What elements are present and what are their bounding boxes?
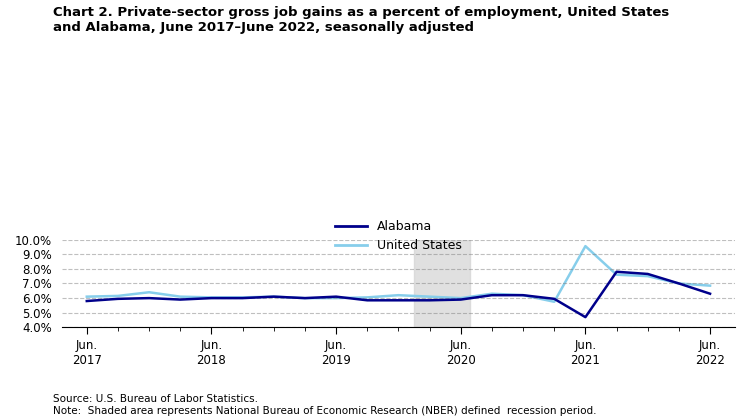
Alabama — [612, 269, 621, 274]
United States — [176, 294, 184, 299]
Alabama — [456, 297, 465, 302]
Bar — [414, 239, 470, 328]
Alabama — [301, 296, 310, 301]
Alabama — [82, 299, 92, 304]
Alabama — [145, 296, 154, 301]
Alabama — [238, 296, 247, 301]
Alabama — [176, 297, 184, 302]
United States — [644, 273, 652, 278]
United States — [363, 295, 372, 300]
Alabama — [706, 291, 715, 296]
United States — [82, 294, 92, 299]
Line: Alabama: Alabama — [87, 272, 710, 317]
Alabama — [581, 315, 590, 320]
Text: Chart 2. Private-sector gross job gains as a percent of employment, United State: Chart 2. Private-sector gross job gains … — [53, 6, 669, 34]
United States — [550, 299, 559, 304]
United States — [332, 296, 340, 301]
Alabama — [518, 293, 527, 298]
Alabama — [113, 297, 122, 302]
Alabama — [674, 281, 683, 286]
United States — [488, 291, 496, 296]
United States — [706, 283, 715, 288]
Alabama — [363, 298, 372, 303]
Text: Source: U.S. Bureau of Labor Statistics.
Note:  Shaded area represents National : Source: U.S. Bureau of Labor Statistics.… — [53, 394, 596, 416]
United States — [425, 294, 434, 299]
United States — [612, 272, 621, 277]
United States — [301, 296, 310, 301]
Alabama — [394, 298, 403, 303]
United States — [581, 244, 590, 249]
Alabama — [488, 293, 496, 298]
United States — [518, 293, 527, 298]
United States — [269, 294, 278, 299]
Alabama — [207, 296, 216, 301]
United States — [113, 294, 122, 299]
United States — [145, 290, 154, 295]
Alabama — [550, 297, 559, 302]
Alabama — [425, 298, 434, 303]
Legend: Alabama, United States: Alabama, United States — [330, 215, 466, 257]
Line: United States: United States — [87, 246, 710, 302]
United States — [456, 296, 465, 301]
United States — [207, 295, 216, 300]
Alabama — [269, 294, 278, 299]
Alabama — [332, 294, 340, 299]
United States — [394, 293, 403, 298]
United States — [238, 295, 247, 300]
United States — [674, 281, 683, 286]
Alabama — [644, 271, 652, 276]
